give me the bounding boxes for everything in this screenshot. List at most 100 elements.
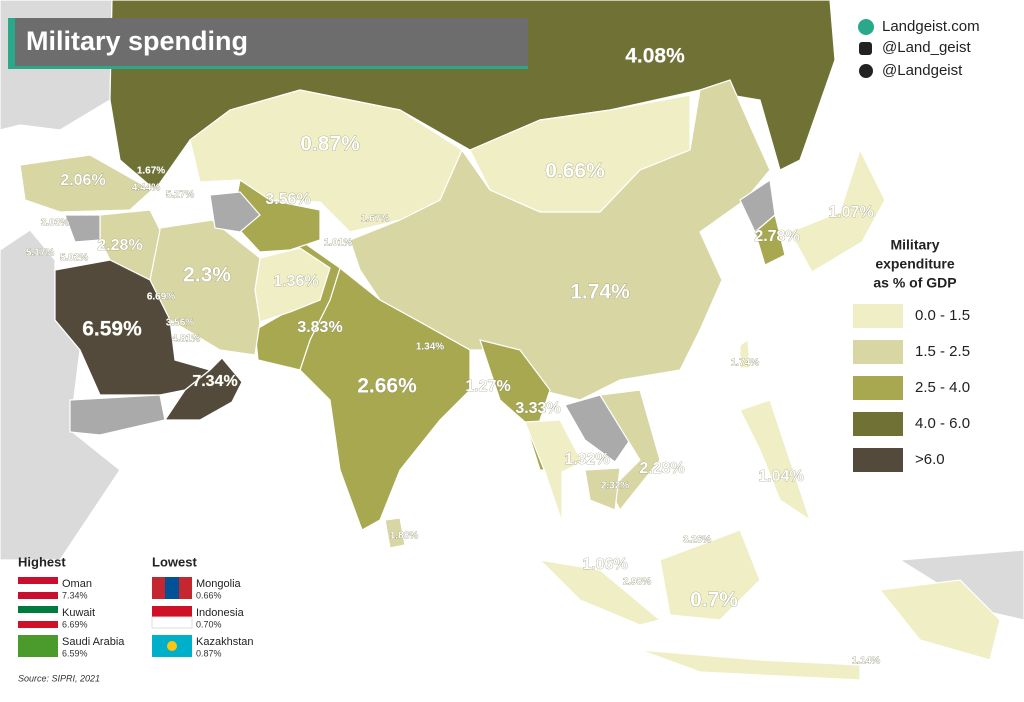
map-label: 7.34% — [192, 373, 237, 390]
country: Kazakhstan — [196, 636, 253, 648]
branding: Landgeist.com @Land_geist @Landgeist — [858, 18, 980, 79]
sumatra — [538, 559, 662, 626]
value: 6.59% — [62, 648, 88, 658]
cambodia — [584, 467, 621, 511]
value: 0.66% — [196, 590, 222, 600]
flag-indonesia — [151, 616, 193, 629]
map-label: 2.3% — [183, 264, 231, 287]
map-label: 2.66% — [357, 375, 417, 398]
country: Oman — [62, 578, 92, 590]
legend-label: >6.0 — [915, 451, 945, 468]
twitter: @Landgeist — [882, 62, 963, 79]
map-label: 2.78% — [754, 228, 799, 245]
logo-icon — [858, 19, 874, 35]
legend-swatch — [853, 376, 903, 400]
map-label: 3.26% — [683, 535, 711, 546]
map — [0, 0, 1024, 681]
sri-lanka — [384, 517, 406, 549]
vietnam — [599, 389, 661, 512]
borneo — [659, 529, 761, 621]
website: Landgeist.com — [882, 18, 980, 35]
philippines — [739, 399, 812, 522]
laos — [564, 394, 631, 463]
map-label: 0.7% — [690, 589, 738, 612]
map-label: 2.28% — [97, 237, 142, 254]
map-label: 5.27% — [166, 190, 194, 201]
map-label: 1.14% — [852, 656, 880, 667]
legend-label: 4.0 - 6.0 — [915, 415, 970, 432]
map-label: 4.44% — [132, 183, 160, 194]
flag-oman — [18, 584, 58, 592]
map-label: 1.04% — [758, 468, 803, 485]
header-accent — [8, 18, 15, 68]
oman — [163, 357, 243, 421]
yemen — [69, 394, 166, 436]
legend-label: 2.5 - 4.0 — [915, 379, 970, 396]
japan — [789, 148, 886, 273]
legend-title: Military — [890, 237, 939, 253]
map-label: 1.27% — [465, 378, 510, 395]
map-label: 3.56% — [265, 191, 310, 208]
new-guinea — [878, 579, 1001, 661]
map-label: 1.06% — [582, 556, 627, 573]
twitter-icon — [859, 64, 873, 78]
map-label: 1.34% — [416, 342, 444, 353]
syria — [64, 214, 101, 243]
map-label: 1.36% — [273, 273, 318, 290]
map-label: 0.87% — [300, 133, 360, 156]
flag-kuwait — [18, 613, 58, 621]
map-label: 6.59% — [82, 318, 142, 341]
instagram-icon — [859, 42, 872, 55]
header-box — [8, 18, 528, 68]
map-label: 2.98% — [623, 577, 651, 588]
caspian — [209, 191, 261, 233]
thailand — [524, 419, 583, 523]
map-label: 5.02% — [60, 253, 88, 264]
map-label: 1.67% — [137, 166, 165, 177]
java — [639, 649, 861, 681]
country: Mongolia — [196, 578, 242, 590]
value: 0.70% — [196, 619, 222, 629]
value: 7.34% — [62, 590, 88, 600]
map-label: 1.67% — [361, 214, 389, 225]
map-label: 3.33% — [515, 400, 560, 417]
map-label: 4.08% — [625, 45, 685, 68]
country: Saudi Arabia — [62, 636, 125, 648]
map-label: 2.06% — [60, 172, 105, 189]
title: Military spending — [26, 26, 248, 56]
country: Indonesia — [196, 607, 245, 619]
map-label: 1.01% — [324, 238, 352, 249]
map-label: 1.88% — [390, 531, 418, 542]
map-label: 1.74% — [570, 281, 630, 304]
legend-label: 0.0 - 1.5 — [915, 307, 970, 324]
legend-label: 1.5 - 2.5 — [915, 343, 970, 360]
map-label: 3.03% — [41, 218, 69, 229]
map-label: 6.69% — [147, 292, 175, 303]
map-label: 1.32% — [564, 451, 609, 468]
map-label: 3.83% — [297, 319, 342, 336]
instagram: @Land_geist — [882, 39, 971, 56]
turkey — [19, 154, 154, 213]
legend-title: as % of GDP — [873, 275, 956, 291]
map-label: 0.66% — [545, 160, 605, 183]
map-label: 5.17% — [26, 248, 54, 259]
legend-swatch — [853, 412, 903, 436]
legend-swatch — [853, 448, 903, 472]
map-labels: 4.08% 0.87% 0.66% 2.06% 1.67% 4.44% 5.27… — [26, 44, 881, 667]
header-underline — [8, 66, 528, 69]
south-korea — [754, 213, 786, 266]
flag-saudi — [18, 635, 58, 657]
flag-kuwait — [18, 621, 58, 628]
map-label: 2.32% — [601, 481, 629, 492]
legend-swatch — [853, 340, 903, 364]
flag-indonesia — [152, 606, 192, 617]
africa — [0, 229, 121, 561]
legend: Military expenditure as % of GDP 0.0 - 1… — [853, 237, 970, 472]
country: Kuwait — [62, 607, 95, 619]
taiwan — [739, 338, 751, 369]
map-label: 2.28% — [639, 460, 684, 477]
map-label: 1.74% — [731, 358, 759, 369]
legend-swatch — [853, 304, 903, 328]
source: Source: SIPRI, 2021 — [18, 673, 100, 683]
